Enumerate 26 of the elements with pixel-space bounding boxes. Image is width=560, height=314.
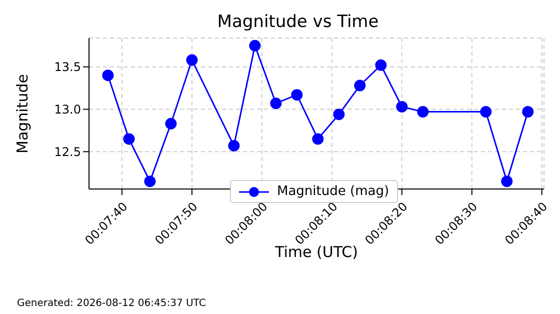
point: [144, 176, 156, 188]
point: [165, 118, 177, 130]
text: Generated: 2026-08-12 06:45:37 UTC: [17, 298, 206, 309]
point: [501, 176, 513, 188]
point: [522, 106, 534, 118]
point: [396, 100, 408, 112]
point: [186, 54, 198, 66]
point: [333, 108, 345, 120]
point: [417, 106, 429, 118]
y-tick-label: 13.0: [54, 102, 81, 117]
point: [291, 89, 303, 101]
chart-title: Magnitude vs Time: [216, 12, 380, 32]
y-tick-label: 13.5: [54, 60, 81, 74]
y-axis-title: Magnitude: [13, 74, 32, 154]
point: [249, 40, 261, 52]
point: [102, 70, 114, 82]
y-tick-label: 12.5: [54, 144, 81, 159]
point: [270, 98, 282, 110]
x-axis-title: Time (UTC): [274, 243, 358, 261]
point: [480, 106, 492, 118]
point: [123, 133, 135, 145]
point: [354, 80, 366, 92]
point: [312, 133, 324, 145]
point: [375, 59, 387, 71]
point: [228, 140, 240, 152]
legend-label: Magnitude (mag): [277, 184, 390, 199]
